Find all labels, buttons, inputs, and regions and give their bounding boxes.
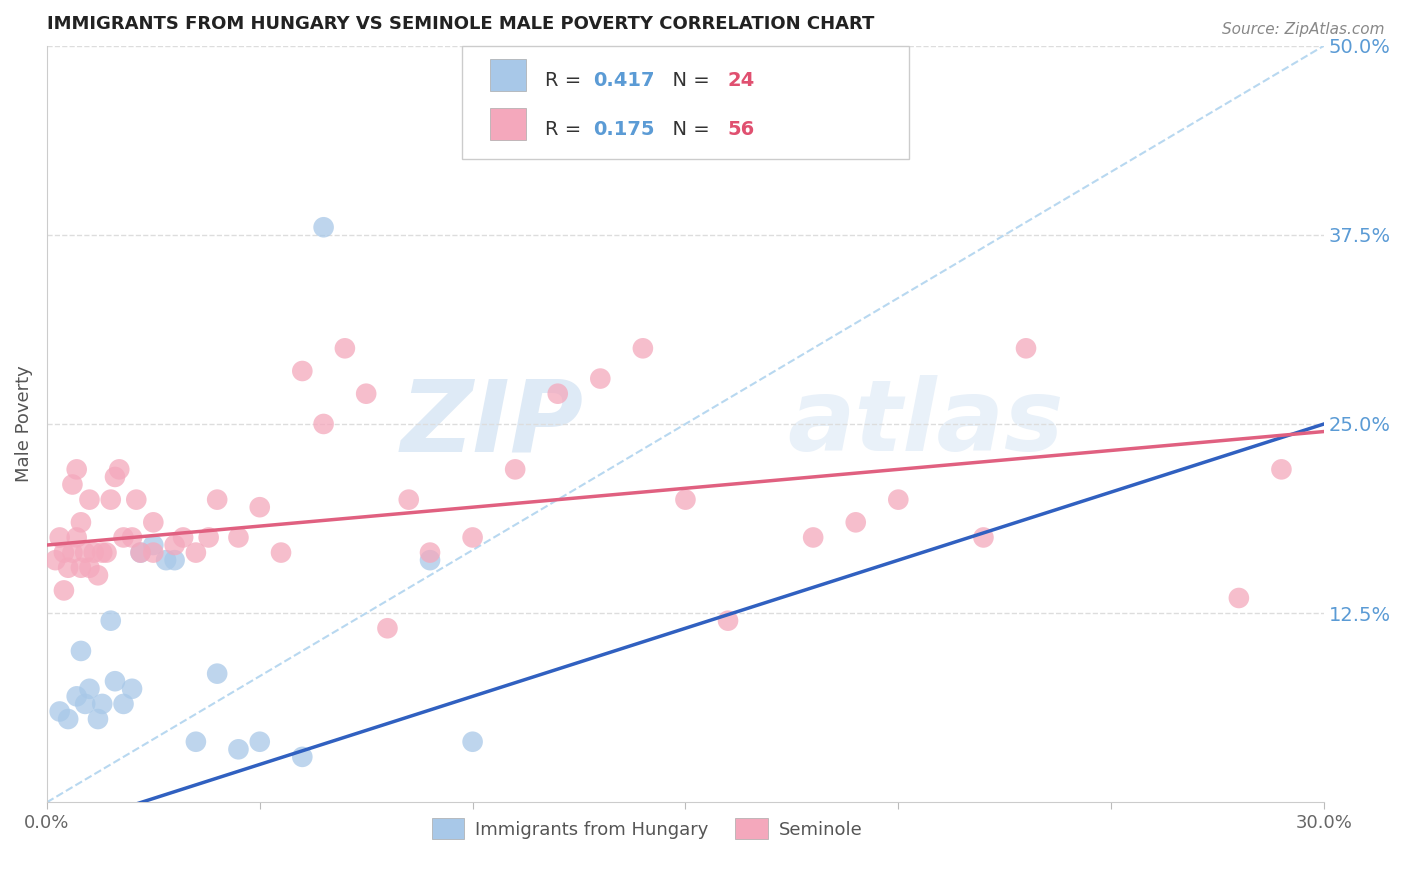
Y-axis label: Male Poverty: Male Poverty	[15, 366, 32, 483]
Text: N =: N =	[659, 71, 716, 90]
Text: 24: 24	[727, 71, 755, 90]
Point	[312, 220, 335, 235]
Text: 0.175: 0.175	[593, 120, 655, 139]
Text: Source: ZipAtlas.com: Source: ZipAtlas.com	[1222, 22, 1385, 37]
Point	[56, 560, 79, 574]
Point	[887, 492, 910, 507]
Point	[1227, 591, 1250, 605]
Point	[547, 386, 569, 401]
Point	[972, 531, 994, 545]
Point	[398, 492, 420, 507]
Point	[100, 492, 122, 507]
Point	[96, 545, 118, 559]
Point	[205, 492, 228, 507]
Text: N =: N =	[659, 120, 716, 139]
Text: 0.417: 0.417	[593, 71, 655, 90]
Point	[62, 545, 84, 559]
Point	[589, 371, 612, 385]
Point	[87, 568, 110, 582]
Point	[419, 553, 441, 567]
FancyBboxPatch shape	[491, 59, 526, 91]
Point	[129, 545, 152, 559]
Text: 56: 56	[727, 120, 755, 139]
Point	[66, 690, 89, 704]
Point	[205, 666, 228, 681]
Point	[845, 516, 868, 530]
Point	[419, 545, 441, 559]
Point	[112, 697, 135, 711]
Point	[377, 621, 399, 635]
Point	[66, 462, 89, 476]
Point	[801, 531, 824, 545]
Point	[312, 417, 335, 431]
Point	[228, 742, 250, 756]
Legend: Immigrants from Hungary, Seminole: Immigrants from Hungary, Seminole	[425, 811, 870, 847]
Point	[75, 697, 97, 711]
Point	[461, 735, 484, 749]
Point	[121, 531, 143, 545]
Point	[717, 614, 740, 628]
Text: IMMIGRANTS FROM HUNGARY VS SEMINOLE MALE POVERTY CORRELATION CHART: IMMIGRANTS FROM HUNGARY VS SEMINOLE MALE…	[46, 15, 875, 33]
Point	[163, 538, 186, 552]
Point	[675, 492, 697, 507]
FancyBboxPatch shape	[491, 108, 526, 140]
Point	[52, 583, 75, 598]
Point	[163, 553, 186, 567]
Point	[197, 531, 219, 545]
Text: R =: R =	[546, 71, 588, 90]
Point	[291, 364, 314, 378]
Point	[79, 560, 101, 574]
Point	[129, 545, 152, 559]
Point	[503, 462, 526, 476]
Point	[100, 614, 122, 628]
Text: atlas: atlas	[787, 376, 1064, 473]
Point	[44, 553, 66, 567]
Point	[112, 531, 135, 545]
Point	[70, 644, 93, 658]
Point	[83, 545, 105, 559]
Text: ZIP: ZIP	[401, 376, 583, 473]
Point	[121, 681, 143, 696]
Point	[62, 477, 84, 491]
Point	[142, 516, 165, 530]
Point	[172, 531, 194, 545]
Text: R =: R =	[546, 120, 588, 139]
Point	[75, 545, 97, 559]
Point	[228, 531, 250, 545]
Point	[87, 712, 110, 726]
Point	[142, 545, 165, 559]
Point	[70, 516, 93, 530]
Point	[333, 341, 356, 355]
Point	[70, 560, 93, 574]
FancyBboxPatch shape	[463, 45, 908, 159]
Point	[249, 735, 271, 749]
Point	[1270, 462, 1292, 476]
Point	[91, 545, 114, 559]
Point	[56, 712, 79, 726]
Point	[354, 386, 377, 401]
Point	[155, 553, 177, 567]
Point	[291, 750, 314, 764]
Point	[91, 697, 114, 711]
Point	[1015, 341, 1038, 355]
Point	[79, 681, 101, 696]
Point	[48, 531, 70, 545]
Point	[270, 545, 292, 559]
Point	[66, 531, 89, 545]
Point	[108, 462, 131, 476]
Point	[48, 705, 70, 719]
Point	[104, 470, 127, 484]
Point	[461, 531, 484, 545]
Point	[631, 341, 654, 355]
Point	[79, 492, 101, 507]
Point	[142, 538, 165, 552]
Point	[249, 500, 271, 515]
Point	[184, 545, 207, 559]
Point	[104, 674, 127, 689]
Point	[125, 492, 148, 507]
Point	[52, 545, 75, 559]
Point	[184, 735, 207, 749]
